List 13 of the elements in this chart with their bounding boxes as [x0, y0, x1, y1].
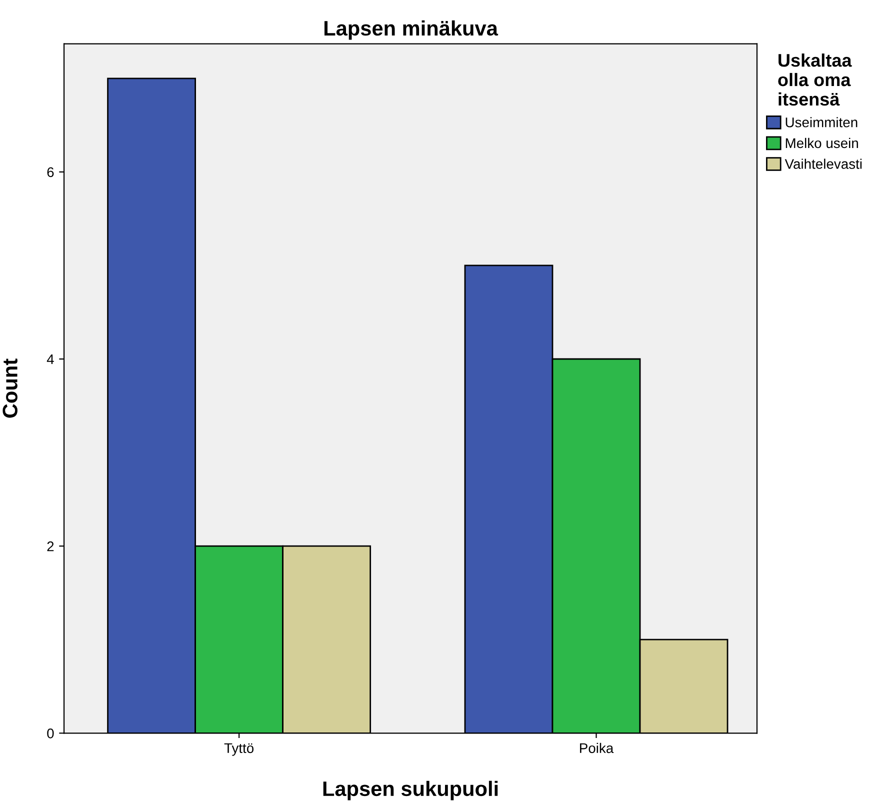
- legend-label: Melko usein: [786, 138, 858, 148]
- y-tick-label: 6: [47, 167, 54, 178]
- y-tick-label: 2: [47, 541, 54, 552]
- x-tick-label: Poika: [580, 742, 614, 754]
- legend-label: Vaihtelevasti: [784, 158, 862, 169]
- chart-title: Lapsen minäkuva: [324, 20, 498, 40]
- y-tick-label: 0: [47, 728, 54, 738]
- legend-label: Useimmiten: [786, 117, 858, 128]
- x-tick-label: Tyttö: [224, 743, 254, 756]
- y-tick-label: 4: [46, 354, 54, 364]
- y-axis-title: Count: [2, 358, 18, 418]
- x-axis-title: Lapsen sukupuoli: [323, 780, 498, 800]
- legend-title: Uskaltaa olla oma itsensä: [778, 54, 852, 106]
